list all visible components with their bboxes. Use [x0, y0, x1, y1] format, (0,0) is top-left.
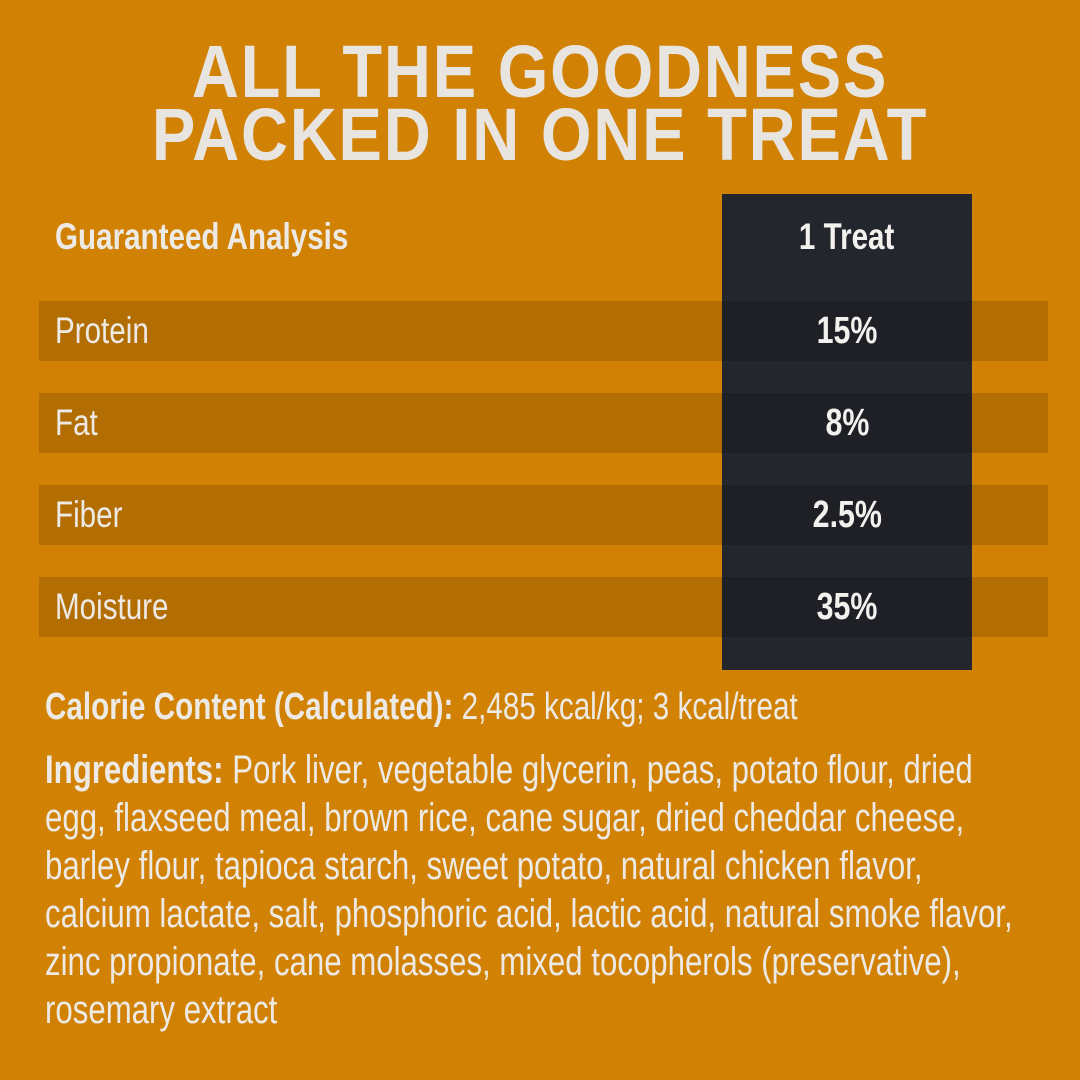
row-band-moisture [39, 577, 1048, 637]
treat-column-panel [722, 194, 972, 670]
row-value-text: 8% [825, 402, 869, 444]
calorie-content-line: Calorie Content (Calculated): 2,485 kcal… [45, 680, 798, 734]
table-row-value-protein: 15% [722, 301, 972, 361]
page-title-line-2: PACKED IN ONE TREAT [151, 93, 929, 176]
column-header-label: 1 Treat [799, 216, 895, 257]
table-row-label-fiber: Fiber [55, 485, 139, 545]
table-header-label: Guaranteed Analysis [55, 216, 349, 257]
ingredients-label: Ingredients: [45, 748, 224, 792]
calorie-content-label: Calorie Content (Calculated): [45, 686, 454, 728]
ingredients-list: Pork liver, vegetable glycerin, peas, po… [45, 748, 1013, 1032]
table-row-label-fat: Fat [55, 393, 108, 453]
table-row-value-moisture: 35% [722, 577, 972, 637]
row-label-text: Moisture [55, 586, 169, 627]
row-label-text: Protein [55, 310, 149, 351]
page-title-line-1: ALL THE GOODNESS [191, 30, 889, 113]
row-band-protein [39, 301, 1048, 361]
calorie-content-value: 2,485 kcal/kg; 3 kcal/treat [461, 686, 798, 728]
row-label-text: Fat [55, 402, 98, 443]
table-row-value-fiber: 2.5% [722, 485, 972, 545]
row-value-text: 2.5% [812, 494, 882, 536]
row-value-text: 15% [816, 310, 878, 352]
row-band-fiber [39, 485, 1048, 545]
row-band-fat [39, 393, 1048, 453]
row-value-text: 35% [816, 586, 878, 628]
table-header-guaranteed-analysis: Guaranteed Analysis [55, 207, 422, 267]
row-label-text: Fiber [55, 494, 123, 535]
table-row-label-protein: Protein [55, 301, 172, 361]
ingredients-paragraph: Ingredients: Pork liver, vegetable glyce… [45, 746, 1036, 1034]
table-row-value-fat: 8% [722, 393, 972, 453]
table-row-label-moisture: Moisture [55, 577, 197, 637]
table-header-one-treat: 1 Treat [722, 207, 972, 267]
